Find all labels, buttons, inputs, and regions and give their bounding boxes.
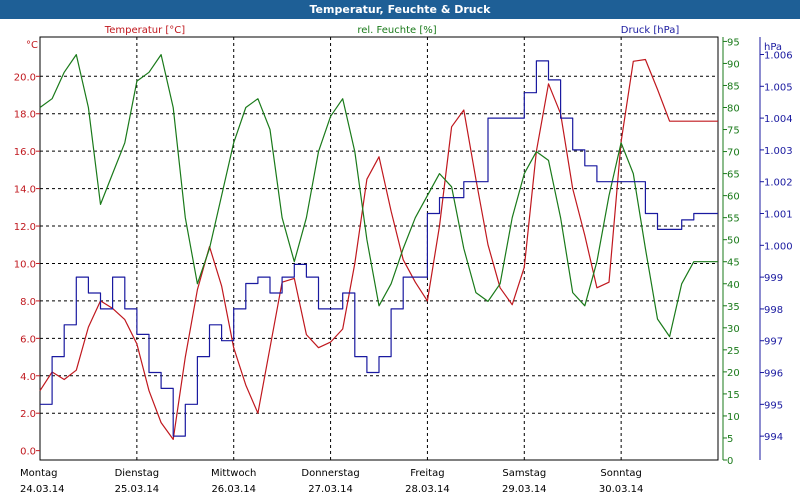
humidity-tick-label: 45 xyxy=(727,258,740,269)
pressure-tick-label: 995 xyxy=(764,400,783,411)
temperature-tick-label: 20.0 xyxy=(14,72,36,83)
pressure-tick-label: 996 xyxy=(764,369,783,380)
window-title: Temperatur, Feuchte & Druck xyxy=(0,0,800,19)
humidity-tick-label: 70 xyxy=(727,148,740,159)
temperature-tick-label: 16.0 xyxy=(14,147,36,158)
x-tick-day-label: Mittwoch xyxy=(211,468,256,479)
pressure-unit-label: hPa xyxy=(764,42,782,53)
legend-pressure: Druck [hPa] xyxy=(621,25,680,36)
x-tick-date-label: 29.03.14 xyxy=(502,484,547,495)
legend-humidity: rel. Feuchte [%] xyxy=(357,25,436,36)
x-tick-day-label: Donnerstag xyxy=(301,468,359,479)
temperature-tick-label: 0.0 xyxy=(20,447,36,458)
series-line-temperature xyxy=(39,58,718,440)
pressure-tick-label: 1.005 xyxy=(764,82,793,93)
x-tick-date-label: 30.03.14 xyxy=(599,484,644,495)
x-tick-day-label: Montag xyxy=(20,468,57,479)
pressure-tick-label: 1.006 xyxy=(764,50,793,61)
x-tick-date-label: 28.03.14 xyxy=(405,484,450,495)
humidity-tick-label: 95 xyxy=(727,37,740,48)
x-tick-day-label: Samstag xyxy=(502,468,546,479)
pressure-tick-label: 999 xyxy=(764,273,783,284)
temperature-tick-label: 2.0 xyxy=(20,409,36,420)
series-line-humidity xyxy=(39,54,718,338)
humidity-tick-label: 40 xyxy=(727,280,740,291)
pressure-tick-label: 1.004 xyxy=(764,114,793,125)
humidity-tick-label: 75 xyxy=(727,126,740,137)
humidity-tick-label: 55 xyxy=(727,214,740,225)
temperature-unit-label: °C xyxy=(26,40,38,51)
humidity-tick-label: 20 xyxy=(727,368,740,379)
humidity-tick-label: 90 xyxy=(727,59,740,70)
humidity-tick-label: 50 xyxy=(727,236,740,247)
pressure-tick-label: 998 xyxy=(764,305,783,316)
pressure-tick-label: 994 xyxy=(764,432,783,443)
plot-frame xyxy=(39,36,719,461)
temperature-tick-label: 18.0 xyxy=(14,110,36,121)
humidity-tick-label: 25 xyxy=(727,346,740,357)
humidity-tick-label: 35 xyxy=(727,302,740,313)
x-tick-day-label: Dienstag xyxy=(115,468,160,479)
x-tick-day-label: Sonntag xyxy=(600,468,642,479)
humidity-tick-label: 10 xyxy=(727,412,740,423)
x-tick-day-label: Freitag xyxy=(410,468,444,479)
temperature-tick-label: 6.0 xyxy=(20,334,36,345)
humidity-tick-label: 60 xyxy=(727,192,740,203)
temperature-tick-label: 12.0 xyxy=(14,222,36,233)
temperature-tick-label: 8.0 xyxy=(20,297,36,308)
temperature-tick-label: 14.0 xyxy=(14,185,36,196)
humidity-tick-label: 80 xyxy=(727,104,740,115)
pressure-tick-label: 1.003 xyxy=(764,146,793,157)
x-tick-date-label: 25.03.14 xyxy=(115,484,160,495)
humidity-tick-label: 15 xyxy=(727,390,740,401)
temperature-tick-label: 4.0 xyxy=(20,372,36,383)
humidity-tick-label: 0 xyxy=(727,456,733,467)
legend-temperature: Temperatur [°C] xyxy=(104,25,185,36)
x-tick-date-label: 27.03.14 xyxy=(308,484,353,495)
humidity-tick-label: 85 xyxy=(727,81,740,92)
humidity-tick-label: 65 xyxy=(727,170,740,181)
x-tick-date-label: 24.03.14 xyxy=(20,484,65,495)
pressure-tick-label: 997 xyxy=(764,337,783,348)
pressure-tick-label: 1.001 xyxy=(764,210,793,221)
temperature-tick-label: 10.0 xyxy=(14,259,36,270)
pressure-tick-label: 1.002 xyxy=(764,178,793,189)
humidity-tick-label: 5 xyxy=(727,434,733,445)
humidity-tick-label: 30 xyxy=(727,324,740,335)
x-tick-date-label: 26.03.14 xyxy=(211,484,256,495)
series-line-pressure xyxy=(40,60,718,437)
pressure-tick-label: 1.000 xyxy=(764,241,793,252)
